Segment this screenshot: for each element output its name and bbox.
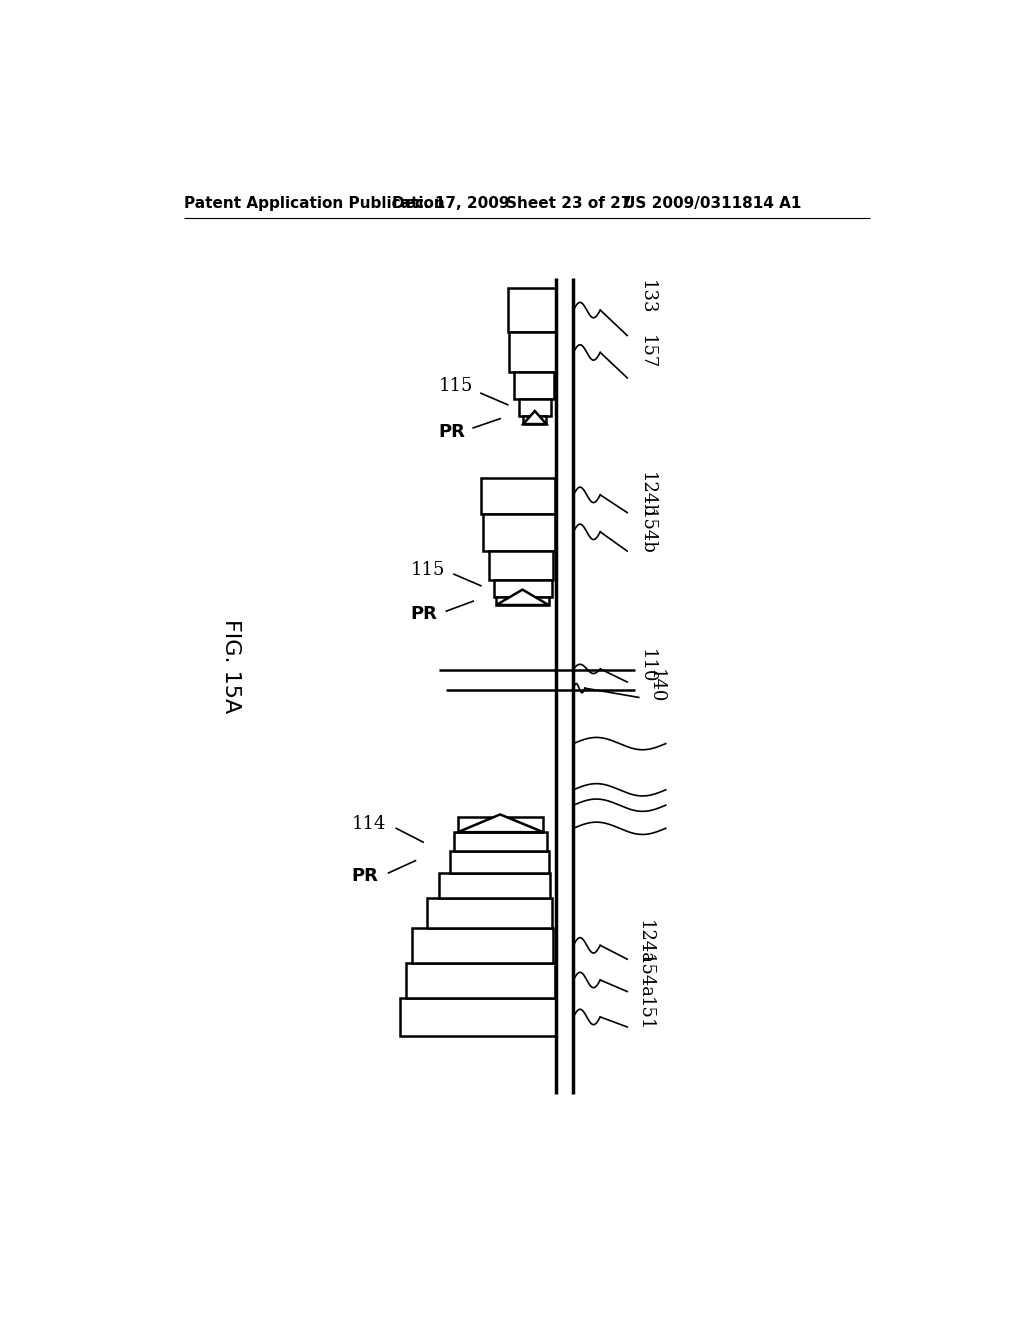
Text: 151: 151 — [636, 998, 654, 1032]
Text: FIG. 15A: FIG. 15A — [220, 619, 241, 714]
Text: Patent Application Publication: Patent Application Publication — [184, 195, 445, 211]
Text: Sheet 23 of 27: Sheet 23 of 27 — [506, 195, 631, 211]
Text: Dec. 17, 2009: Dec. 17, 2009 — [392, 195, 510, 211]
Text: 124a: 124a — [636, 920, 654, 965]
Bar — [427, 898, 552, 928]
Bar — [523, 416, 547, 424]
Text: 124b: 124b — [638, 473, 655, 517]
Text: 157: 157 — [638, 335, 655, 370]
Bar — [438, 873, 550, 898]
Bar — [483, 515, 555, 552]
Bar — [481, 478, 555, 515]
Bar — [407, 964, 555, 998]
Text: PR: PR — [438, 422, 466, 441]
Bar — [454, 832, 547, 851]
Text: PR: PR — [411, 606, 437, 623]
Text: US 2009/0311814 A1: US 2009/0311814 A1 — [624, 195, 802, 211]
Polygon shape — [497, 590, 549, 605]
Text: PR: PR — [351, 867, 379, 884]
Text: 115: 115 — [439, 376, 473, 395]
Bar — [488, 552, 553, 579]
Bar — [508, 288, 556, 331]
Polygon shape — [458, 814, 544, 832]
Text: 133: 133 — [638, 280, 655, 314]
Text: 154a: 154a — [636, 954, 654, 999]
Bar — [412, 928, 553, 964]
Bar — [451, 851, 549, 873]
Text: 114: 114 — [352, 816, 386, 833]
Text: 110: 110 — [638, 649, 655, 684]
Bar — [400, 998, 556, 1036]
Text: 115: 115 — [411, 561, 444, 579]
Bar — [518, 399, 551, 416]
Bar — [494, 579, 552, 598]
Text: 154b: 154b — [638, 510, 655, 554]
Bar — [514, 372, 554, 399]
Text: 140: 140 — [647, 669, 665, 704]
Bar — [509, 331, 556, 372]
Bar — [458, 817, 544, 832]
Bar — [497, 597, 549, 605]
Polygon shape — [523, 411, 547, 424]
